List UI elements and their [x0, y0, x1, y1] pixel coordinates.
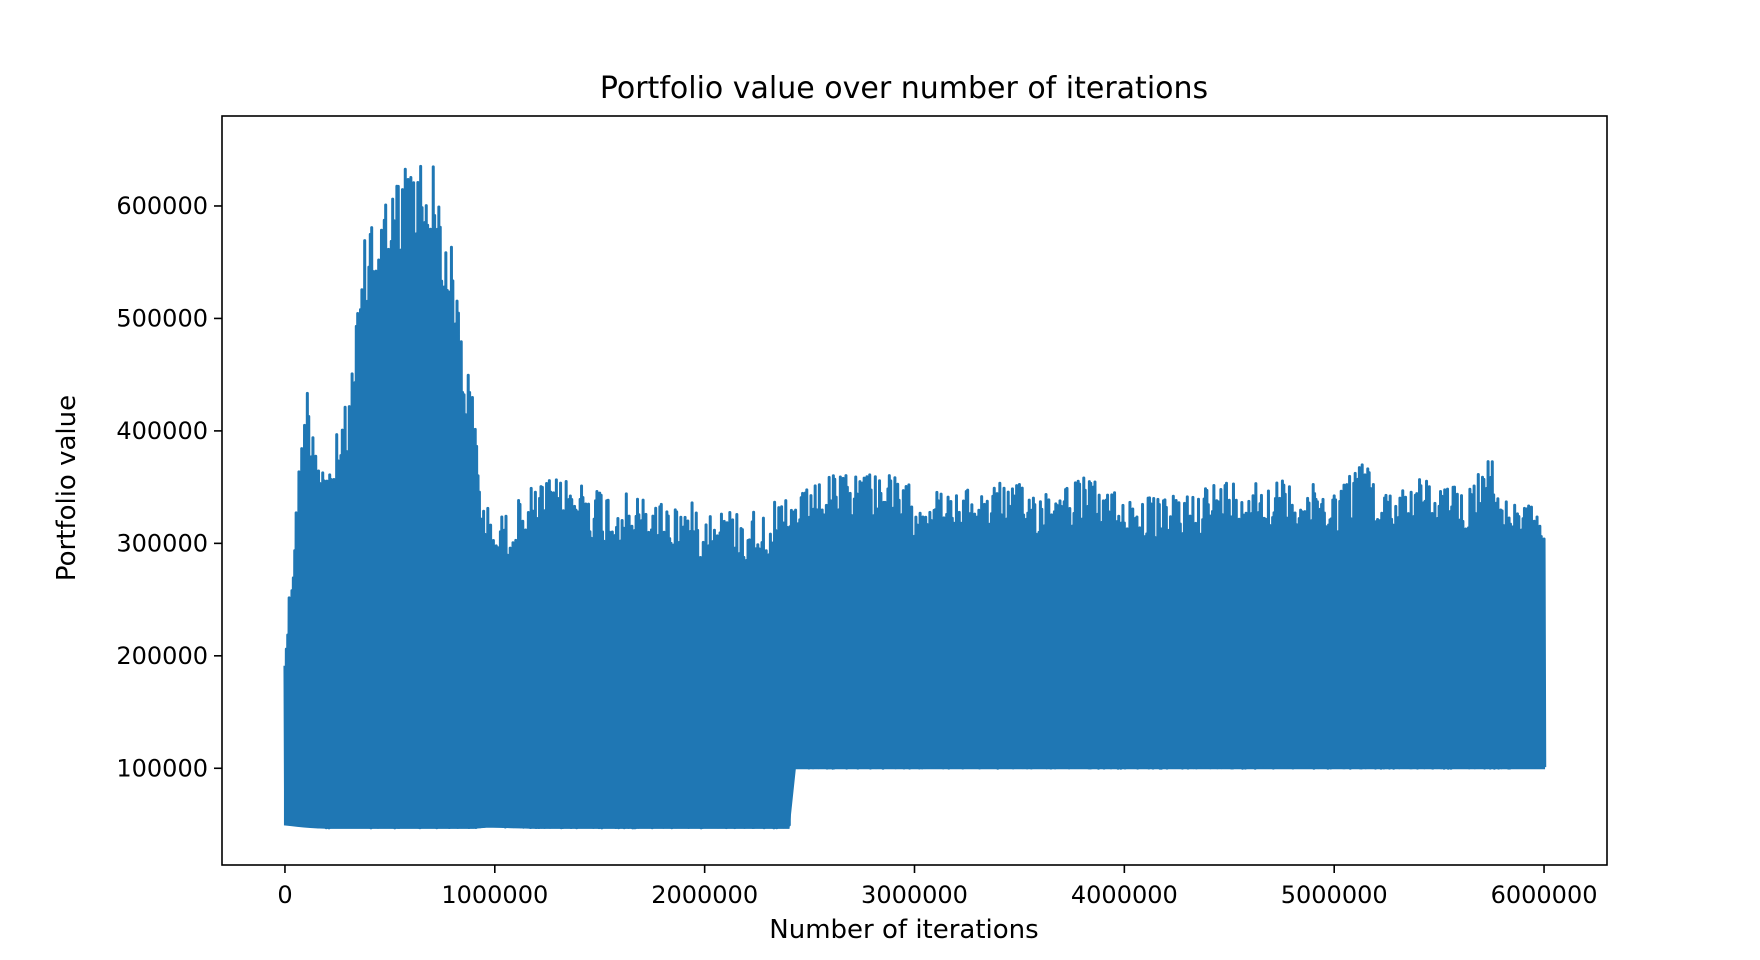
x-tick-label: 1000000: [441, 881, 548, 909]
y-tick-label: 500000: [116, 304, 208, 332]
x-axis: 0 1000000 2000000 3000000 4000000 5000000 6000…: [277, 865, 1597, 909]
x-tick-label: 4000000: [1071, 881, 1178, 909]
series-area: [283, 164, 1547, 830]
y-tick-label: 100000: [116, 754, 208, 782]
x-tick-label: 3000000: [861, 881, 968, 909]
y-tick-label: 200000: [116, 642, 208, 670]
y-tick-label: 300000: [116, 529, 208, 557]
y-tick-label: 400000: [116, 417, 208, 445]
x-axis-label: Number of iterations: [769, 915, 1038, 945]
x-tick-label: 6000000: [1491, 881, 1598, 909]
y-axis-label: Portfolio value: [52, 395, 82, 581]
y-tick-label: 600000: [116, 192, 208, 220]
chart-title: Portfolio value over number of iteration…: [600, 71, 1208, 106]
x-tick-label: 0: [277, 881, 292, 909]
x-tick-label: 2000000: [651, 881, 758, 909]
y-axis: 100000 200000 300000 400000 500000 600000: [116, 192, 222, 782]
x-tick-label: 5000000: [1281, 881, 1388, 909]
series-line: [283, 164, 1547, 830]
